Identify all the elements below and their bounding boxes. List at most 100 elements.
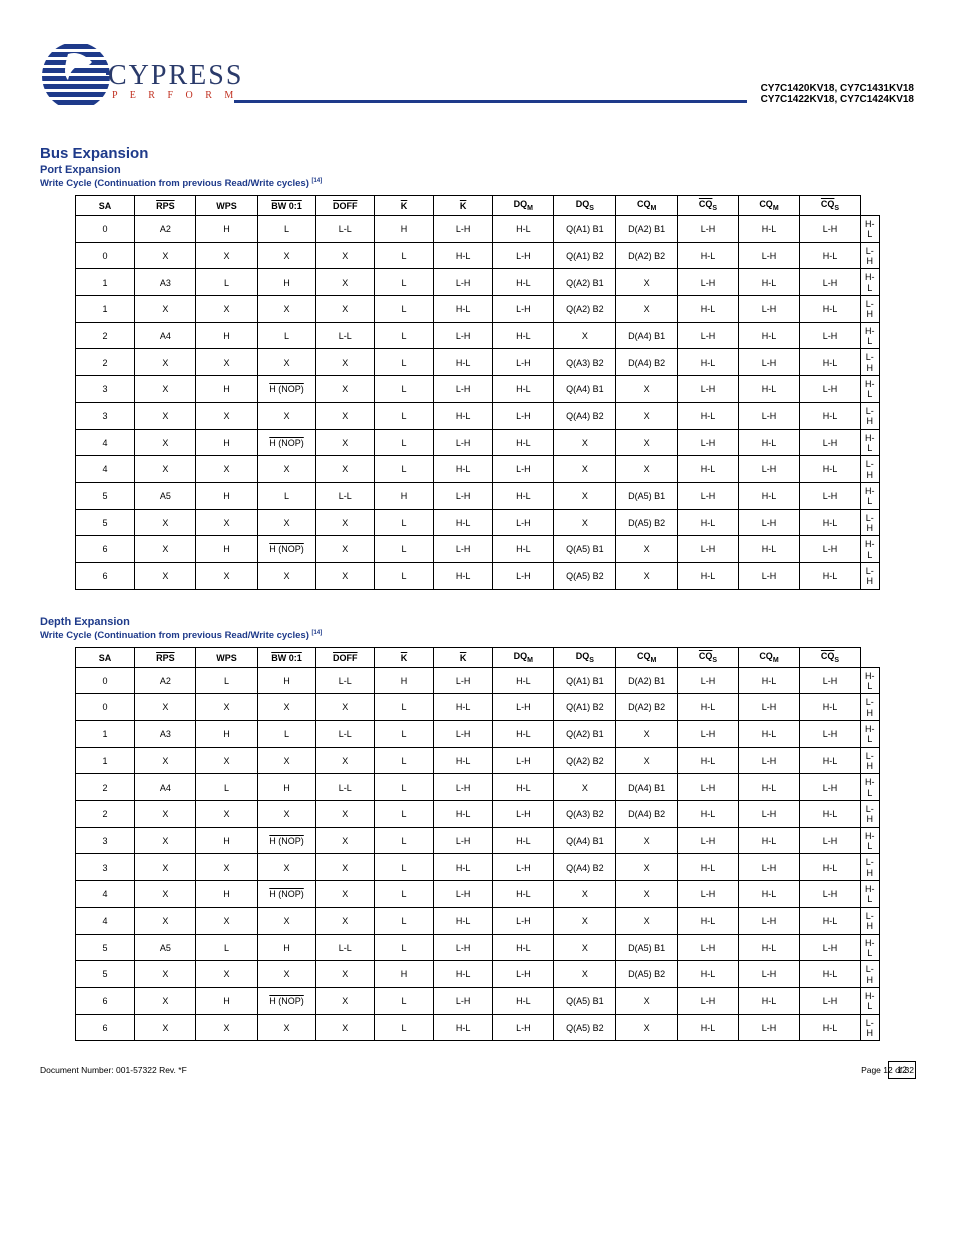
- column-header: DOFF: [316, 647, 375, 667]
- table-cell: L-H: [433, 667, 492, 694]
- table-cell: H-L: [738, 429, 799, 456]
- table-cell: 2: [75, 349, 135, 376]
- table-cell: L-H: [861, 509, 880, 536]
- table-cell: 5: [75, 509, 135, 536]
- table-cell: X: [316, 881, 375, 908]
- table-cell: 3: [75, 854, 135, 881]
- table-cell: L-H: [738, 402, 799, 429]
- table-cell: X: [616, 907, 678, 934]
- table-cell: L: [257, 482, 316, 509]
- table-cell: A3: [135, 269, 196, 296]
- table-cell: L-L: [316, 482, 375, 509]
- table-cell: H-L: [493, 376, 554, 403]
- table-cell: X: [196, 509, 257, 536]
- table-cell: H-L: [738, 376, 799, 403]
- table-cell: 1: [75, 296, 135, 323]
- table-cell: H-L: [678, 801, 739, 828]
- table-cell: X: [316, 376, 375, 403]
- table-cell: L-H: [800, 987, 861, 1014]
- table-cell: X: [196, 747, 257, 774]
- table-cell: X: [135, 349, 196, 376]
- table-cell: X: [616, 747, 678, 774]
- table-cell: X: [316, 536, 375, 563]
- table-cell: L: [375, 349, 434, 376]
- table-cell: X: [316, 402, 375, 429]
- table-cell: L: [257, 721, 316, 748]
- table-cell: 2: [75, 801, 135, 828]
- table-cell: X: [316, 562, 375, 589]
- table-cell: L: [375, 242, 434, 269]
- table-cell: X: [616, 562, 678, 589]
- table-cell: H-L: [738, 881, 799, 908]
- table-cell: Q(A5) B1: [554, 536, 616, 563]
- table-cell: X: [196, 801, 257, 828]
- table-cell: 2: [75, 774, 135, 801]
- table-cell: D(A5) B1: [616, 482, 678, 509]
- table-cell: X: [257, 747, 316, 774]
- table-cell: L-H: [800, 827, 861, 854]
- table-cell: L-H: [738, 961, 799, 988]
- table-cell: H-L: [738, 934, 799, 961]
- table-cell: H-L: [678, 747, 739, 774]
- table-cell: X: [316, 269, 375, 296]
- table-cell: X: [316, 429, 375, 456]
- column-header: CQM: [616, 647, 678, 667]
- table-cell: L-H: [800, 269, 861, 296]
- column-header: SA: [75, 647, 135, 667]
- table-cell: H-L: [678, 907, 739, 934]
- table-cell: L-H: [800, 934, 861, 961]
- table-cell: L-H: [493, 509, 554, 536]
- table-cell: L: [375, 801, 434, 828]
- page-footer: Document Number: 001-57322 Rev. *F Page …: [40, 1065, 914, 1075]
- table-cell: L-H: [861, 456, 880, 483]
- table-cell: X: [257, 562, 316, 589]
- table-cell: 4: [75, 907, 135, 934]
- table-cell: X: [316, 987, 375, 1014]
- table-cell: L-H: [493, 296, 554, 323]
- table-cell: H: [196, 881, 257, 908]
- table-cell: L-H: [800, 322, 861, 349]
- table-cell: 6: [75, 1014, 135, 1041]
- table-cell: X: [616, 296, 678, 323]
- table-cell: L: [375, 881, 434, 908]
- table-cell: Q(A4) B1: [554, 827, 616, 854]
- table-cell: H-L: [678, 961, 739, 988]
- table-cell: X: [257, 961, 316, 988]
- table-cell: X: [257, 509, 316, 536]
- table-cell: 0: [75, 694, 135, 721]
- table-cell: L: [196, 269, 257, 296]
- column-header: DQM: [493, 647, 554, 667]
- table-cell: L-H: [738, 747, 799, 774]
- table-cell: L-H: [433, 774, 492, 801]
- table-cell: H (NOP): [257, 376, 316, 403]
- table-cell: L-H: [493, 854, 554, 881]
- table-cell: X: [554, 482, 616, 509]
- column-header: DOFF: [316, 196, 375, 216]
- table-cell: D(A4) B1: [616, 774, 678, 801]
- table-cell: X: [257, 801, 316, 828]
- table-cell: X: [196, 854, 257, 881]
- table-cell: L-H: [861, 1014, 880, 1041]
- table-cell: A5: [135, 482, 196, 509]
- table-cell: X: [316, 242, 375, 269]
- table-cell: L-H: [738, 296, 799, 323]
- table-cell: L-H: [678, 881, 739, 908]
- column-header: BW 0:1: [257, 196, 316, 216]
- table-cell: 1: [75, 269, 135, 296]
- table-cell: X: [196, 242, 257, 269]
- table-cell: X: [135, 694, 196, 721]
- table-cell: Q(A5) B1: [554, 987, 616, 1014]
- column-header: CQS: [678, 647, 739, 667]
- table-cell: H-L: [738, 827, 799, 854]
- table-cell: X: [316, 961, 375, 988]
- table-cell: X: [135, 536, 196, 563]
- table-cell: L: [375, 854, 434, 881]
- table-cell: X: [554, 934, 616, 961]
- table-cell: Q(A2) B1: [554, 721, 616, 748]
- table-cell: H-L: [800, 747, 861, 774]
- table-cell: 0: [75, 216, 135, 243]
- table-row: 1XXXXLH-LL-HQ(A2) B2XH-LL-HH-LL-H: [75, 296, 879, 323]
- column-header: DQS: [554, 196, 616, 216]
- table-cell: X: [316, 509, 375, 536]
- table-cell: H-L: [433, 456, 492, 483]
